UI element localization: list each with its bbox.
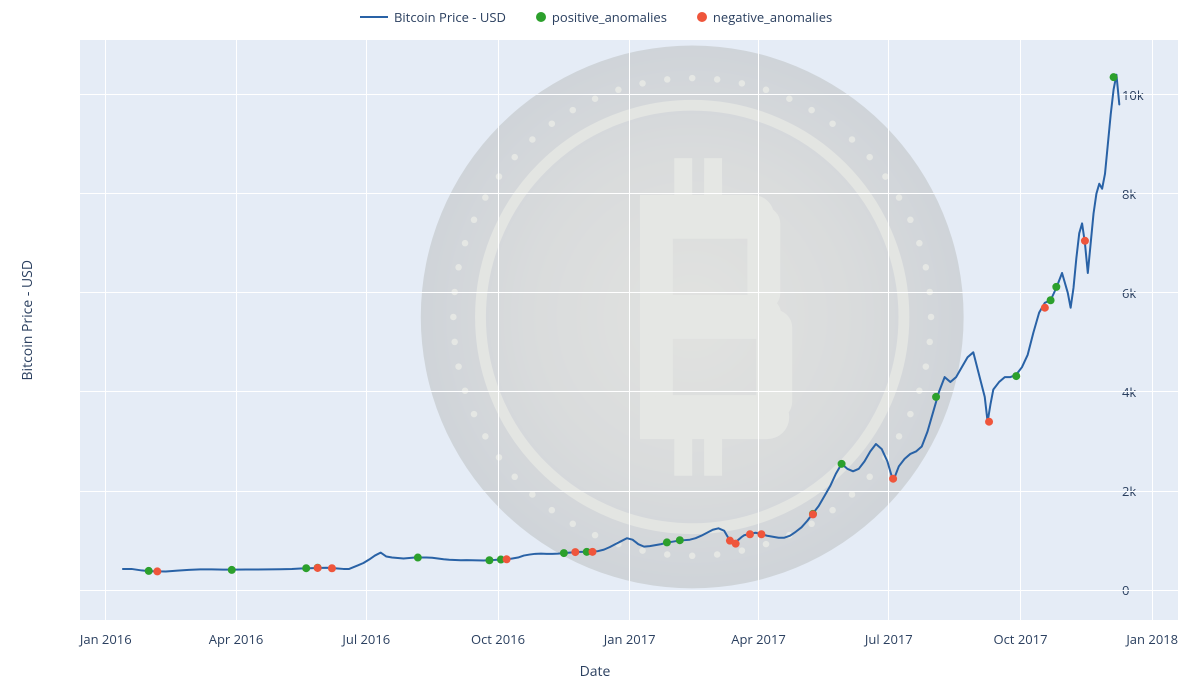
positive-anomaly-dots (145, 73, 1118, 575)
negative-anomaly-dot[interactable] (1041, 304, 1049, 312)
positive-anomaly-dot[interactable] (485, 556, 493, 564)
negative-anomaly-dots (153, 237, 1089, 576)
negative-anomaly-dot[interactable] (328, 564, 336, 572)
negative-anomaly-dot[interactable] (757, 530, 765, 538)
positive-anomaly-dot[interactable] (1012, 372, 1020, 380)
positive-anomaly-dot[interactable] (838, 460, 846, 468)
positive-anomaly-dot[interactable] (145, 567, 153, 575)
positive-anomaly-dot[interactable] (932, 393, 940, 401)
chart-container: Bitcoin Price - USD positive_anomalies n… (0, 0, 1190, 690)
negative-anomaly-dot[interactable] (153, 567, 161, 575)
negative-anomaly-dot[interactable] (571, 548, 579, 556)
positive-anomaly-dot[interactable] (302, 564, 310, 572)
negative-anomaly-dot[interactable] (809, 510, 817, 518)
positive-anomaly-dot[interactable] (1110, 73, 1118, 81)
positive-anomaly-dot[interactable] (560, 549, 568, 557)
positive-anomaly-dot[interactable] (414, 554, 422, 562)
negative-anomaly-dot[interactable] (746, 530, 754, 538)
negative-anomaly-dot[interactable] (314, 564, 322, 572)
negative-anomaly-dot[interactable] (732, 540, 740, 548)
negative-anomaly-dot[interactable] (1081, 237, 1089, 245)
positive-anomaly-dot[interactable] (228, 566, 236, 574)
negative-anomaly-dot[interactable] (889, 475, 897, 483)
positive-anomaly-dot[interactable] (663, 538, 671, 546)
negative-anomaly-dot[interactable] (588, 548, 596, 556)
price-line[interactable] (123, 75, 1119, 572)
positive-anomaly-dot[interactable] (676, 536, 684, 544)
positive-anomaly-dot[interactable] (1052, 283, 1060, 291)
negative-anomaly-dot[interactable] (985, 418, 993, 426)
plot-svg (0, 0, 1190, 690)
positive-anomaly-dot[interactable] (1047, 296, 1055, 304)
negative-anomaly-dot[interactable] (503, 555, 511, 563)
